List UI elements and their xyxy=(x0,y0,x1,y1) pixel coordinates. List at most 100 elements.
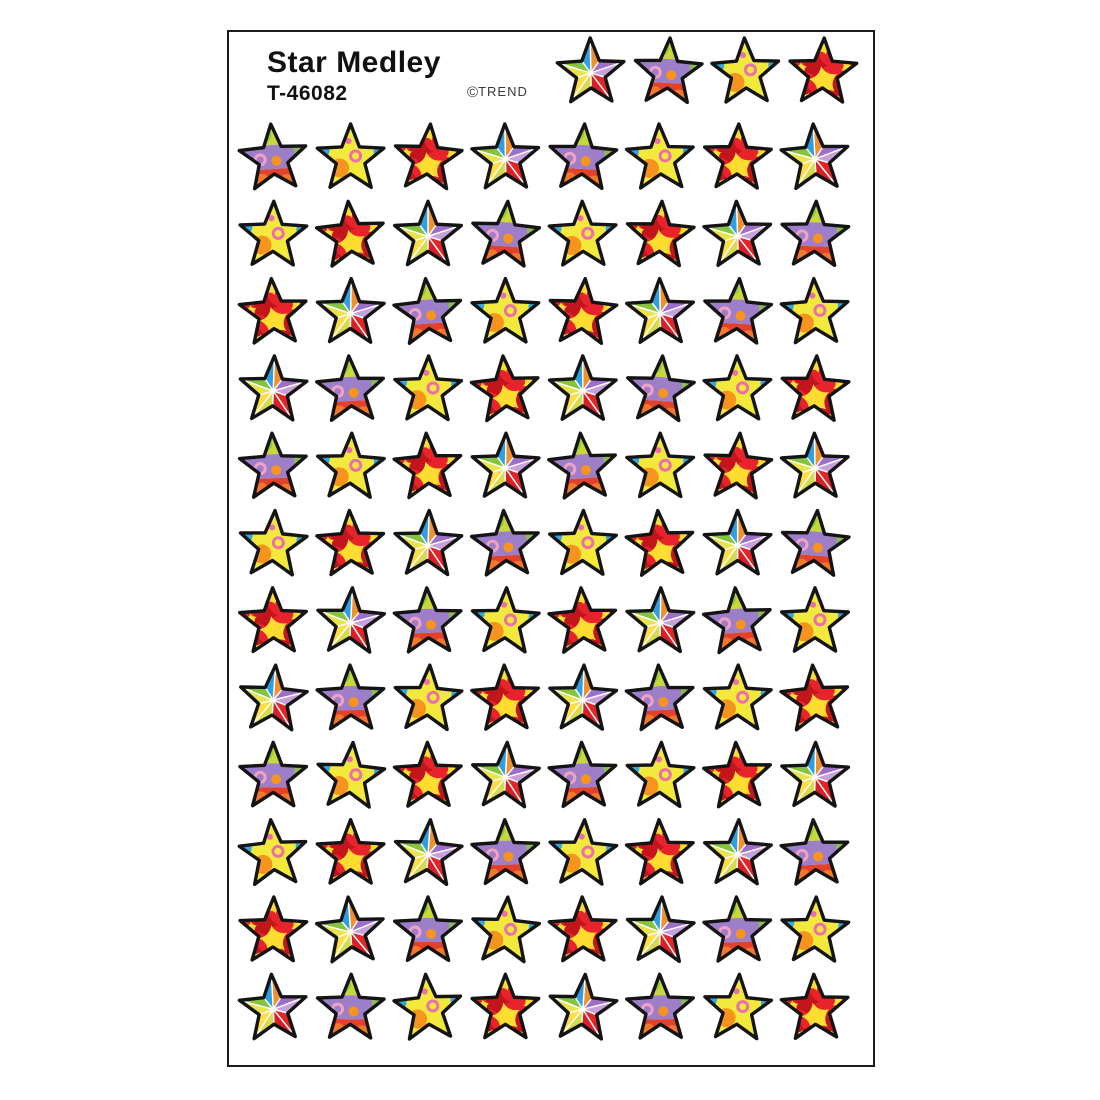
sticker-yellow-dots-star xyxy=(619,118,702,201)
sticker-rainbow-bubbles-star xyxy=(617,348,703,435)
sticker-rainbow-bubbles-star xyxy=(695,580,781,667)
sticker-pinwheel-segment-star xyxy=(548,972,619,1040)
sticker-rainbow-bubbles-star xyxy=(540,426,626,513)
sticker-pinwheel-segment-star xyxy=(625,895,695,962)
sticker-red-yellow-stars-star xyxy=(465,969,545,1049)
sticker-red-yellow-stars-star xyxy=(309,504,392,587)
sticker-rainbow-bubbles-star xyxy=(309,349,393,435)
sticker-yellow-dots-star xyxy=(233,196,314,277)
sticker-pinwheel-segment-star xyxy=(316,586,386,653)
sticker-yellow-dots-star xyxy=(704,32,787,114)
sticker-yellow-dots-star xyxy=(774,891,857,974)
sticker-red-yellow-stars-star xyxy=(618,503,703,588)
sticker-pinwheel-segment-star xyxy=(557,37,625,101)
sticker-yellow-dots-star xyxy=(385,967,470,1052)
sticker-grid xyxy=(229,32,873,1065)
sticker-rainbow-bubbles-star xyxy=(385,271,471,358)
sticker-rainbow-bubbles-star xyxy=(772,503,858,590)
sticker-red-yellow-stars-star xyxy=(308,194,393,279)
sticker-red-yellow-stars-star xyxy=(541,581,625,665)
sticker-pinwheel-segment-star xyxy=(317,278,385,342)
sticker-pinwheel-segment-star xyxy=(238,663,309,731)
sticker-rainbow-bubbles-star xyxy=(618,658,702,744)
sticker-pinwheel-segment-star xyxy=(471,741,541,808)
sticker-red-yellow-stars-star xyxy=(542,891,623,972)
sticker-rainbow-bubbles-star xyxy=(695,272,779,358)
sticker-yellow-dots-star xyxy=(311,119,391,199)
sticker-rainbow-bubbles-star xyxy=(310,659,391,742)
sticker-red-yellow-stars-star xyxy=(618,194,702,278)
sticker-red-yellow-stars-star xyxy=(231,272,315,356)
sticker-yellow-dots-star xyxy=(696,967,780,1051)
sticker-rainbow-bubbles-star xyxy=(541,736,624,821)
sticker-red-yellow-stars-star xyxy=(696,118,779,201)
sticker-yellow-dots-star xyxy=(463,889,548,974)
sticker-rainbow-bubbles-star xyxy=(231,116,317,203)
sticker-yellow-dots-star xyxy=(619,736,702,819)
sticker-pinwheel-segment-star xyxy=(550,356,617,419)
sticker-red-yellow-stars-star xyxy=(463,348,548,433)
item-number: T-46082 xyxy=(267,82,348,105)
sticker-pinwheel-segment-star xyxy=(395,201,462,264)
sticker-yellow-dots-star xyxy=(464,581,547,664)
sheet-title: Star Medley xyxy=(267,46,441,79)
sticker-red-yellow-stars-star xyxy=(774,968,857,1051)
sticker-yellow-dots-star xyxy=(774,272,857,355)
sticker-rainbow-bubbles-star xyxy=(773,813,857,899)
sticker-yellow-dots-star xyxy=(542,196,623,277)
sticker-rainbow-bubbles-star xyxy=(232,427,315,512)
sticker-pinwheel-segment-star xyxy=(394,509,463,575)
sticker-yellow-dots-star xyxy=(308,735,393,820)
sticker-red-yellow-stars-star xyxy=(311,815,391,895)
sticker-rainbow-bubbles-star xyxy=(388,892,468,974)
sticker-red-yellow-stars-star xyxy=(233,582,314,663)
sticker-pinwheel-segment-star xyxy=(315,895,386,963)
sticker-pinwheel-segment-star xyxy=(393,817,464,885)
sticker-red-yellow-stars-star xyxy=(387,737,468,818)
sticker-red-yellow-stars-star xyxy=(540,271,625,356)
sticker-rainbow-bubbles-star xyxy=(626,32,710,117)
sticker-yellow-dots-star xyxy=(386,658,470,742)
sticker-yellow-dots-star xyxy=(697,350,778,431)
sticker-pinwheel-segment-star xyxy=(549,664,618,730)
sticker-red-yellow-stars-star xyxy=(386,426,470,510)
sticker-red-yellow-stars-star xyxy=(385,116,470,201)
sticker-pinwheel-segment-star xyxy=(781,433,849,497)
sticker-yellow-dots-star xyxy=(697,659,778,740)
sticker-pinwheel-segment-star xyxy=(781,742,849,806)
sticker-rainbow-bubbles-star xyxy=(620,969,701,1052)
sticker-red-yellow-stars-star xyxy=(782,32,865,114)
sticker-red-yellow-stars-star xyxy=(619,813,702,896)
sticker-rainbow-bubbles-star xyxy=(541,117,625,203)
sticker-pinwheel-segment-star xyxy=(238,973,308,1040)
sticker-yellow-dots-star xyxy=(231,503,315,587)
sticker-rainbow-bubbles-star xyxy=(463,503,547,589)
sticker-rainbow-bubbles-star xyxy=(774,195,857,280)
sticker-red-yellow-stars-star xyxy=(464,659,547,742)
sticker-pinwheel-segment-star xyxy=(471,123,539,187)
sticker-rainbow-bubbles-star xyxy=(696,891,779,976)
sticker-rainbow-bubbles-star xyxy=(463,194,549,281)
sticker-pinwheel-segment-star xyxy=(703,200,772,266)
sticker-yellow-dots-star xyxy=(541,813,625,897)
sticker-pinwheel-segment-star xyxy=(626,587,694,651)
sticker-sheet: Star Medley T-46082 ©TREND xyxy=(227,30,875,1067)
brand-name: TREND xyxy=(478,84,528,99)
sticker-red-yellow-stars-star xyxy=(233,891,314,972)
sticker-yellow-dots-star xyxy=(231,812,316,897)
sticker-red-yellow-stars-star xyxy=(773,349,857,433)
sticker-rainbow-bubbles-star xyxy=(465,814,546,897)
sticker-red-yellow-stars-star xyxy=(772,657,857,742)
sticker-rainbow-bubbles-star xyxy=(387,581,470,666)
sticker-pinwheel-segment-star xyxy=(703,819,772,885)
sticker-yellow-dots-star xyxy=(387,350,468,431)
sticker-yellow-dots-star xyxy=(620,428,700,508)
sticker-pinwheel-segment-star xyxy=(780,122,850,189)
copyright-symbol: © xyxy=(467,84,479,101)
sticker-yellow-dots-star xyxy=(309,427,392,510)
sticker-rainbow-bubbles-star xyxy=(233,737,313,819)
sticker-pinwheel-segment-star xyxy=(239,355,308,421)
sticker-pinwheel-segment-star xyxy=(472,433,540,497)
sticker-pinwheel-segment-star xyxy=(704,511,771,574)
copyright-text: ©TREND xyxy=(467,84,528,101)
